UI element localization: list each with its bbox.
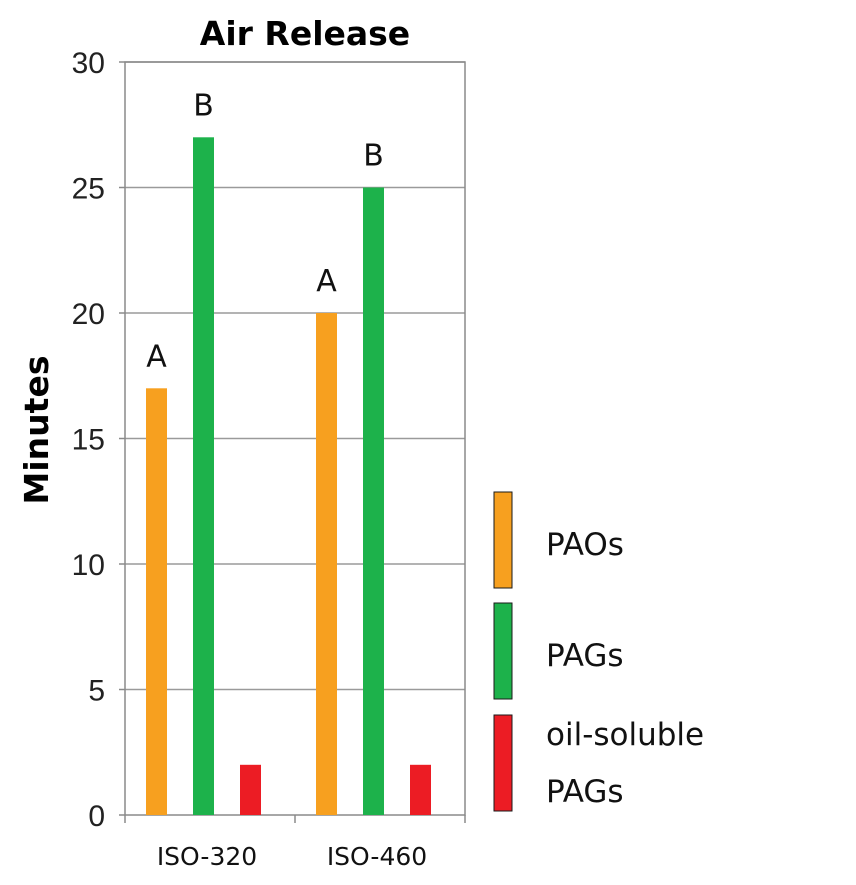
data-labels: A A B B (146, 88, 384, 374)
legend-label: PAOs (546, 527, 624, 563)
y-tick-label: 30 (72, 47, 105, 80)
chart-title: Air Release (200, 14, 410, 53)
gridlines (125, 61, 465, 691)
y-tick-label: 0 (88, 800, 105, 833)
y-tick-label: 10 (72, 549, 105, 582)
bar-0-0 (146, 388, 167, 815)
bar-1-0 (193, 137, 214, 816)
y-tick-label: 5 (88, 675, 105, 708)
legend-swatch-1 (493, 602, 513, 700)
bar-1-1 (363, 187, 384, 815)
y-axis-ticks: 0 5 10 15 20 25 30 (72, 47, 125, 833)
data-label: A (146, 339, 167, 374)
y-tick-label: 15 (72, 424, 105, 457)
legend: PAOs PAGs oil-soluble PAGs (493, 491, 704, 812)
bar-2-0 (240, 764, 261, 815)
data-label: A (316, 264, 337, 299)
y-tick-label: 25 (72, 173, 105, 206)
x-axis: ISO-320 ISO-460 (124, 815, 466, 871)
legend-swatch-0 (493, 491, 513, 589)
bars (146, 137, 431, 816)
legend-label: oil-soluble (546, 717, 704, 753)
legend-label: PAGs (546, 774, 624, 810)
x-tick-label: ISO-460 (327, 842, 427, 871)
x-tick-label: ISO-320 (157, 842, 257, 871)
data-label: B (363, 139, 384, 174)
bar-2-1 (410, 764, 431, 815)
data-label: B (193, 88, 214, 123)
y-axis-label: Minutes (17, 356, 56, 505)
legend-swatch-2 (493, 714, 513, 812)
y-tick-label: 20 (72, 298, 105, 331)
bar-0-1 (316, 313, 337, 815)
legend-label: PAGs (546, 638, 624, 674)
